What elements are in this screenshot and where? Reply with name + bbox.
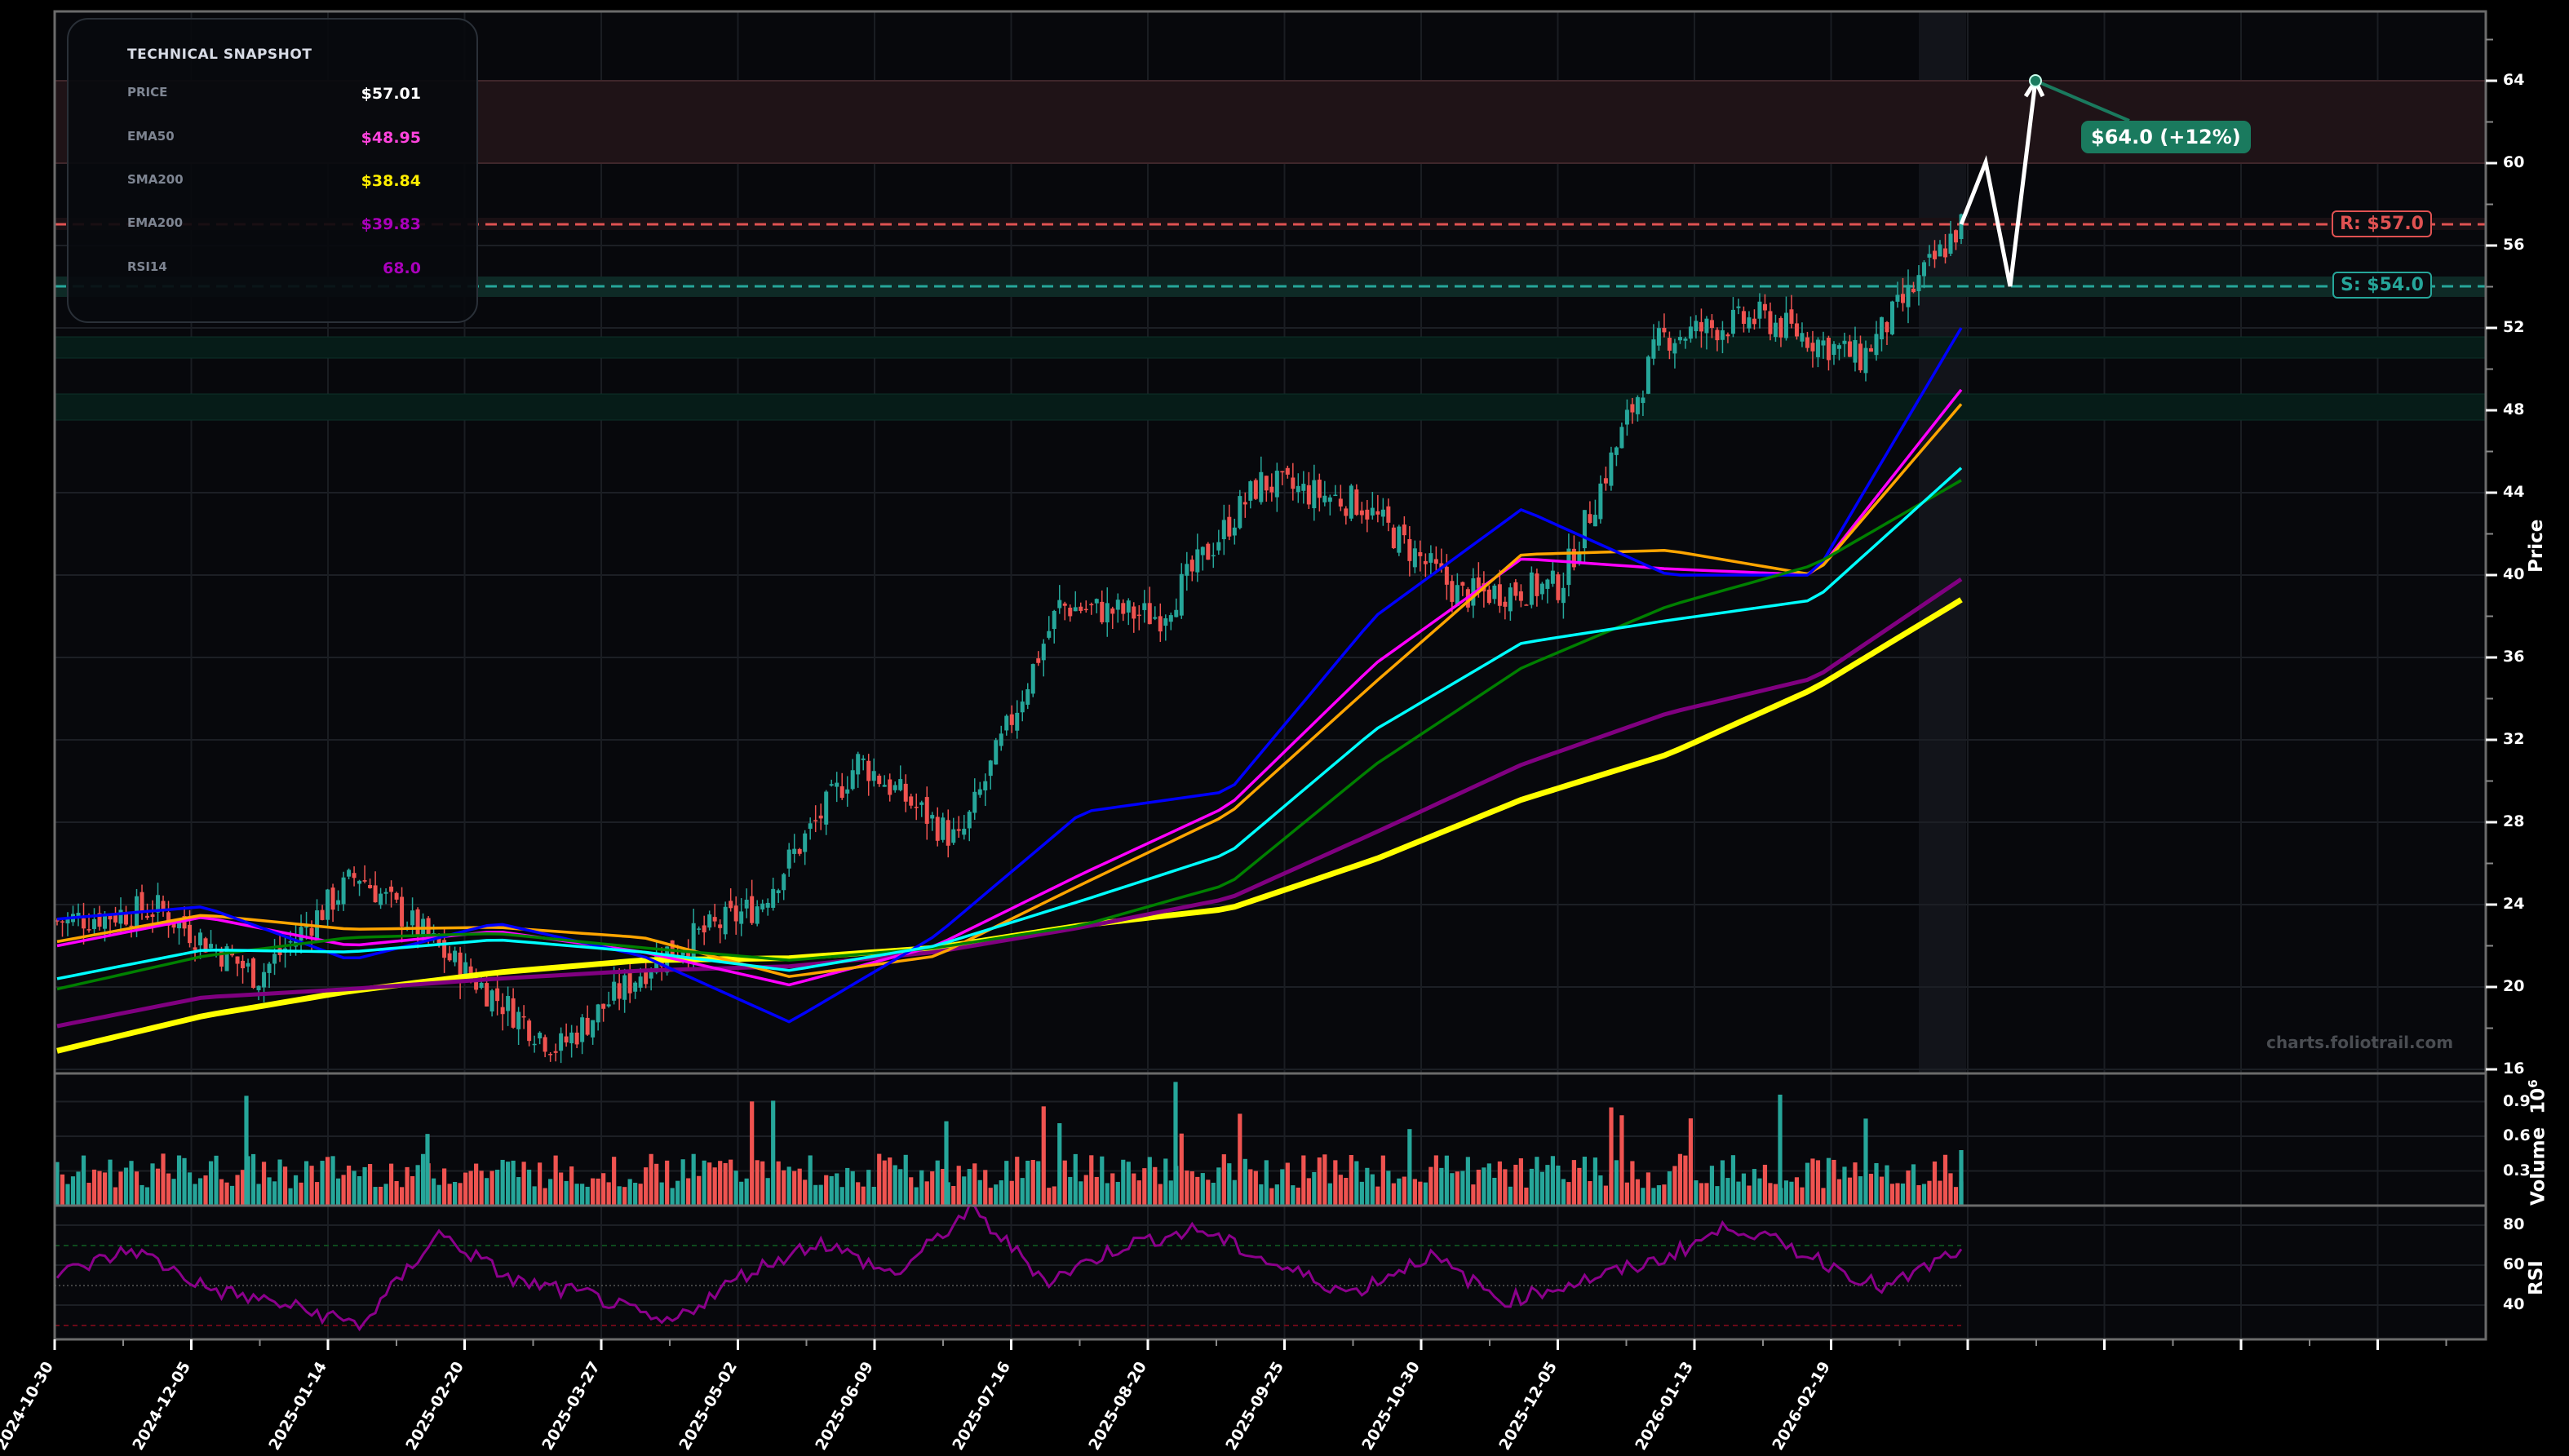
snapshot-value: $39.83 bbox=[361, 215, 421, 233]
volume-axis-label: Volume bbox=[2527, 1126, 2549, 1206]
volume-axis-title: Volume 106 bbox=[2526, 1079, 2549, 1206]
ma-line-sma100 bbox=[56, 479, 1962, 991]
axis-tick-label: 40 bbox=[2503, 1295, 2525, 1313]
snapshot-label: EMA200 bbox=[127, 215, 184, 230]
candlesticks bbox=[55, 213, 1964, 1064]
technical-snapshot-panel: TECHNICAL SNAPSHOT PRICE $57.01 EMA50 $4… bbox=[67, 18, 478, 323]
axis-tick-label: 0.6 bbox=[2503, 1126, 2531, 1144]
snapshot-value: $48.95 bbox=[361, 129, 421, 147]
axis-tick-label: 56 bbox=[2503, 236, 2525, 254]
snapshot-row-ema50: EMA50 $48.95 bbox=[127, 129, 421, 153]
volume-axis-exponent-sup: 6 bbox=[2526, 1079, 2540, 1088]
resistance-zone bbox=[55, 218, 2486, 230]
axis-tick-label: 36 bbox=[2503, 648, 2525, 666]
snapshot-label: RSI14 bbox=[127, 259, 167, 274]
price-axis-title: Price bbox=[2526, 519, 2547, 573]
rsi-line bbox=[55, 1203, 1963, 1332]
axis-tick-label: 16 bbox=[2503, 1060, 2525, 1078]
ma-line-ema100 bbox=[56, 467, 1963, 980]
snapshot-value: 68.0 bbox=[383, 259, 421, 277]
support-label: S: $54.0 bbox=[2332, 272, 2432, 299]
moving-average-lines bbox=[56, 327, 1963, 1054]
axis-tick-label: 64 bbox=[2503, 71, 2525, 89]
target-connector bbox=[2035, 79, 2130, 122]
support-zone-2 bbox=[54, 336, 2487, 359]
axis-ticks bbox=[53, 38, 2497, 1350]
snapshot-row-ema200: EMA200 $39.83 bbox=[127, 215, 421, 240]
resistance-label: R: $57.0 bbox=[2332, 210, 2432, 237]
axis-tick-label: 28 bbox=[2503, 812, 2525, 830]
watermark: charts.foliotrail.com bbox=[2266, 1033, 2454, 1052]
axis-tick-label: 24 bbox=[2503, 895, 2525, 913]
axis-tick-label: 52 bbox=[2503, 318, 2525, 336]
axis-tick-label: 60 bbox=[2503, 153, 2525, 171]
ma-line-ema20 bbox=[56, 327, 1963, 1024]
snapshot-label: PRICE bbox=[127, 85, 168, 100]
axis-tick-label: 80 bbox=[2503, 1215, 2525, 1233]
snapshot-label: EMA50 bbox=[127, 129, 175, 144]
axis-tick-label: 40 bbox=[2503, 565, 2525, 583]
snapshot-row-rsi14: RSI14 68.0 bbox=[127, 259, 421, 284]
volume-bars bbox=[55, 1082, 1964, 1206]
snapshot-row-sma200: SMA200 $38.84 bbox=[127, 172, 421, 197]
snapshot-row-price: PRICE $57.01 bbox=[127, 85, 421, 109]
target-price-label: $64.0 (+12%) bbox=[2081, 121, 2251, 153]
axis-tick-label: 32 bbox=[2503, 730, 2525, 748]
projection-path bbox=[1959, 80, 2038, 287]
ma-line-ema200 bbox=[56, 578, 1963, 1029]
volume-axis-exponent: 10 bbox=[2527, 1087, 2549, 1114]
axis-tick-label: 0.3 bbox=[2503, 1161, 2531, 1179]
last-bar-highlight bbox=[1919, 11, 1966, 1073]
chart-frame bbox=[53, 10, 2487, 1341]
axis-tick-label: 20 bbox=[2503, 977, 2525, 995]
snapshot-value: $57.01 bbox=[361, 85, 421, 103]
rsi-axis-title: RSI bbox=[2526, 1260, 2547, 1295]
snapshot-value: $38.84 bbox=[361, 172, 421, 190]
snapshot-title: TECHNICAL SNAPSHOT bbox=[127, 46, 312, 63]
rsi-panel bbox=[55, 1206, 2486, 1339]
support-zone-3 bbox=[54, 393, 2487, 421]
axis-tick-label: 44 bbox=[2503, 483, 2525, 501]
axis-tick-label: 48 bbox=[2503, 401, 2525, 418]
axis-tick-label: 0.9 bbox=[2503, 1091, 2531, 1110]
snapshot-label: SMA200 bbox=[127, 172, 184, 187]
axis-tick-label: 60 bbox=[2503, 1255, 2525, 1273]
target-point-icon bbox=[2029, 74, 2042, 87]
ma-line-sma50 bbox=[56, 403, 1963, 978]
